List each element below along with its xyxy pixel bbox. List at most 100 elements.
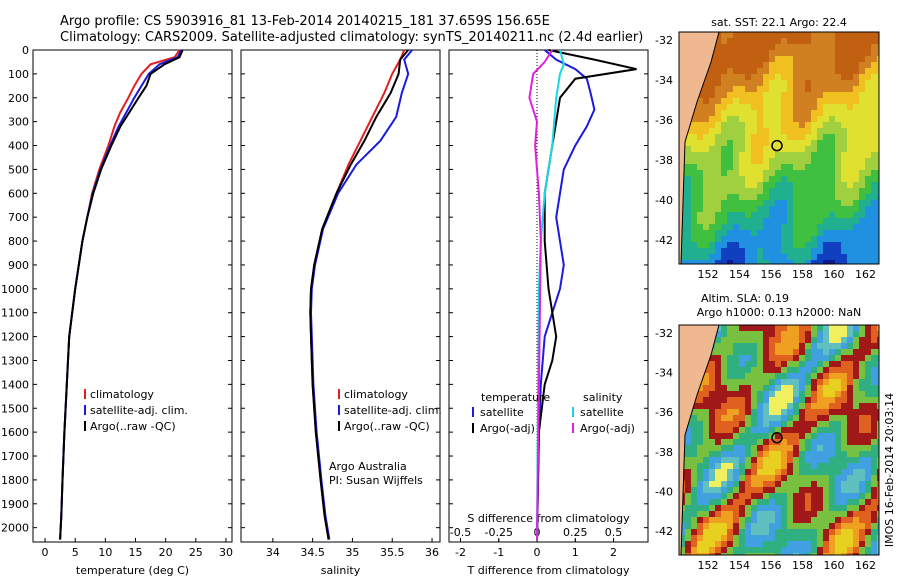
- y-tick-label: 800: [8, 235, 29, 248]
- map-y-tick-label: -40: [655, 194, 673, 207]
- x-tick-label: 25: [189, 546, 203, 559]
- s-tick-label: 0.5: [605, 526, 623, 539]
- x-tick-label: 20: [159, 546, 173, 559]
- map-y-tick-label: -38: [655, 446, 673, 459]
- map-y-tick-label: -34: [655, 367, 673, 380]
- difference-series-argo_s: [528, 49, 554, 540]
- legend-label: Argo(..raw -QC): [344, 420, 430, 433]
- x-tick-label: 5: [72, 546, 79, 559]
- title-line-1: Argo profile: CS 5903916_81 13-Feb-2014 …: [60, 14, 550, 29]
- legend-label: climatology: [90, 388, 154, 401]
- x-tick-label: 2: [610, 546, 617, 559]
- map-x-tick-label: 152: [698, 268, 719, 281]
- temperature-xlabel: temperature (deg C): [76, 564, 189, 577]
- map-frame: [678, 31, 880, 265]
- temperature-frame: [32, 49, 233, 543]
- x-tick-label: 35.5: [380, 546, 405, 559]
- y-tick-label: 1300: [1, 354, 29, 367]
- map-x-tick-label: 156: [761, 268, 782, 281]
- y-tick-label: 1500: [1, 402, 29, 415]
- difference-frame: [448, 49, 649, 543]
- difference-xlabel: T difference from climatology: [467, 564, 630, 577]
- x-tick-label: 0: [42, 546, 49, 559]
- legend-label: satellite-adj. clim.: [90, 404, 188, 417]
- legend-label: Argo(-adj): [580, 422, 635, 435]
- map-x-tick-label: 162: [855, 268, 876, 281]
- legend-label: climatology: [344, 388, 408, 401]
- map-y-tick-label: -32: [655, 34, 673, 47]
- y-tick-label: 1900: [1, 498, 29, 511]
- y-tick-label: 1800: [1, 474, 29, 487]
- salinity-xlabel: salinity: [321, 564, 361, 577]
- map-x-tick-label: 160: [824, 559, 845, 572]
- float-location-marker: [771, 431, 783, 444]
- map-x-tick-label: 156: [761, 559, 782, 572]
- y-tick-label: 600: [8, 187, 29, 200]
- annotation: Argo Australia: [329, 460, 407, 473]
- map-x-tick-label: 152: [698, 559, 719, 572]
- y-tick-label: 200: [8, 92, 29, 105]
- legend-label: Argo(-adj): [480, 422, 535, 435]
- map-frame: [678, 324, 880, 556]
- x-tick-label: 15: [129, 546, 143, 559]
- s-tick-label: -0.25: [485, 526, 513, 539]
- difference-series-sat: [536, 49, 596, 540]
- title-line-2: Climatology: CARS2009. Satellite-adjuste…: [60, 30, 644, 45]
- sst-map-title: sat. SST: 22.1 Argo: 22.4: [711, 16, 847, 29]
- sla-map-title-2: Argo h1000: 0.13 h2000: NaN: [697, 306, 862, 319]
- timestamp-stamp: IMOS 16-Feb-2014 20:03:14: [883, 393, 896, 547]
- x-tick-label: 36: [425, 546, 439, 559]
- salinity-frame: [240, 49, 441, 543]
- y-tick-label: 0: [22, 44, 29, 57]
- s-tick-label: -0.5: [450, 526, 471, 539]
- y-tick-label: 2000: [1, 522, 29, 535]
- x-tick-label: 34: [266, 546, 280, 559]
- map-y-tick-label: -36: [655, 114, 673, 127]
- y-tick-label: 500: [8, 163, 29, 176]
- x-tick-label: 0: [534, 546, 541, 559]
- y-tick-label: 900: [8, 259, 29, 272]
- legend-label: satellite: [580, 406, 624, 419]
- temperature-series-argo: [59, 49, 184, 540]
- y-tick-label: 300: [8, 116, 29, 129]
- map-x-tick-label: 158: [792, 559, 813, 572]
- map-y-tick-label: -34: [655, 74, 673, 87]
- y-tick-label: 1000: [1, 283, 29, 296]
- legend-label: Argo(..raw -QC): [90, 420, 176, 433]
- legend-label: satellite: [480, 406, 524, 419]
- map-x-tick-label: 158: [792, 268, 813, 281]
- s-tick-label: 0.25: [563, 526, 588, 539]
- y-tick-label: 1200: [1, 331, 29, 344]
- sla-map-title-1: Altim. SLA: 0.19: [701, 292, 789, 305]
- legend-header: salinity: [583, 391, 623, 404]
- x-tick-label: 30: [219, 546, 233, 559]
- x-tick-label: -1: [493, 546, 504, 559]
- float-location-marker: [771, 139, 783, 152]
- legend-label: satellite-adj. clim.: [344, 404, 442, 417]
- annotation: PI: Susan Wijffels: [329, 474, 423, 487]
- x-tick-label: 1: [572, 546, 579, 559]
- y-tick-label: 1600: [1, 426, 29, 439]
- map-x-tick-label: 154: [729, 559, 750, 572]
- map-y-tick-label: -42: [655, 234, 673, 247]
- salinity-chart: 34 34.5 35 35.5 36 salinity climatology satelli…: [240, 49, 442, 577]
- y-tick-label: 1700: [1, 450, 29, 463]
- map-y-tick-label: -42: [655, 525, 673, 538]
- sst-map: [678, 31, 880, 265]
- y-tick-label: 100: [8, 68, 29, 81]
- x-tick-label: 34.5: [300, 546, 325, 559]
- land-mass: [679, 32, 720, 264]
- land-mass: [679, 325, 720, 555]
- x-tick-label: 10: [98, 546, 112, 559]
- map-y-tick-label: -32: [655, 327, 673, 340]
- map-y-tick-label: -36: [655, 406, 673, 419]
- temperature-chart: 0100200300400500600700800900100011001200…: [1, 44, 233, 577]
- salinity-series-argo: [309, 49, 409, 540]
- y-tick-label: 700: [8, 211, 29, 224]
- map-y-tick-label: -38: [655, 154, 673, 167]
- x-tick-label: -2: [455, 546, 466, 559]
- sla-map: [678, 324, 880, 556]
- map-x-tick-label: 160: [824, 268, 845, 281]
